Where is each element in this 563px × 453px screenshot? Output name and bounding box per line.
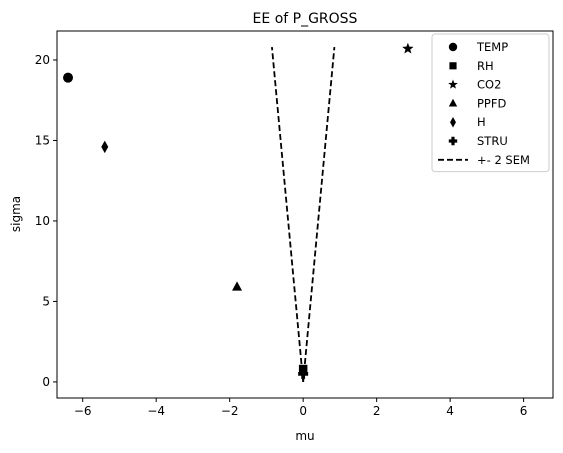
legend: TEMP RH CO2 PPFD H STRU +- 2 SEM (431, 33, 550, 173)
y-tick-label: 10 (35, 214, 50, 228)
x-tick-label: −6 (74, 404, 92, 418)
point-co2 (402, 42, 414, 54)
point-temp (63, 72, 74, 83)
y-axis: 0 5 10 15 20 (35, 53, 57, 389)
sem-line-left (271, 47, 305, 382)
legend-label-rh: RH (477, 59, 494, 73)
x-tick-label: −2 (221, 404, 239, 418)
legend-marker-co2 (448, 79, 458, 89)
legend-box (431, 33, 550, 173)
legend-marker-h (450, 116, 456, 128)
legend-label-temp: TEMP (476, 40, 508, 54)
x-tick-label: 4 (446, 404, 454, 418)
plot-area (63, 42, 414, 382)
point-h (101, 140, 109, 154)
y-tick-label: 5 (42, 294, 50, 308)
x-axis: −6 −4 −2 0 2 4 6 (74, 398, 528, 418)
legend-label-stru: STRU (477, 134, 508, 148)
x-axis-label: mu (295, 429, 314, 443)
legend-label-ppfd: PPFD (477, 96, 506, 110)
legend-marker-stru (448, 136, 458, 146)
sem-line-right (302, 47, 336, 382)
point-stru (298, 368, 309, 379)
legend-marker-temp (448, 42, 458, 52)
point-ppfd (232, 281, 243, 291)
legend-label-co2: CO2 (477, 78, 501, 92)
y-tick-label: 20 (35, 53, 50, 67)
legend-marker-ppfd (448, 98, 458, 107)
y-axis-label: sigma (9, 196, 23, 232)
x-tick-label: −4 (147, 404, 165, 418)
plot-frame (56, 30, 554, 399)
x-tick-label: 0 (299, 404, 307, 418)
chart-title: EE of P_GROSS (253, 11, 358, 27)
x-tick-label: 2 (373, 404, 381, 418)
legend-marker-rh (449, 62, 457, 70)
y-tick-label: 0 (42, 375, 50, 389)
y-tick-label: 15 (35, 133, 50, 147)
x-tick-label: 6 (520, 404, 528, 418)
legend-label-sem: +- 2 SEM (477, 153, 530, 167)
legend-label-h: H (477, 115, 486, 129)
